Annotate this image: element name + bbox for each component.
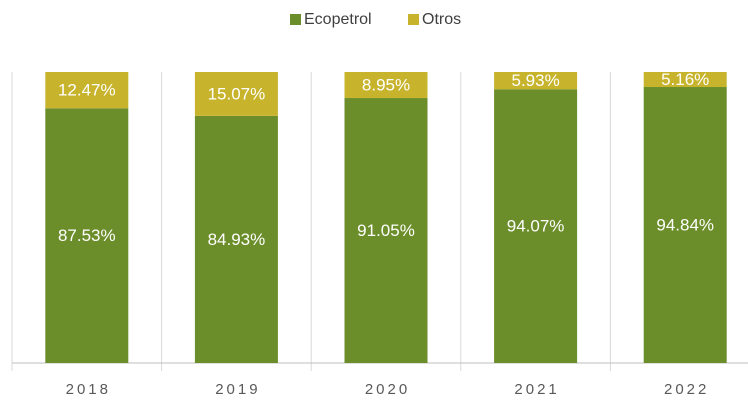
legend-swatch	[290, 14, 301, 25]
bar-segment	[494, 72, 578, 90]
bar-segment	[494, 89, 578, 364]
bar-segment	[45, 108, 129, 364]
data-label: 94.07%	[507, 217, 565, 236]
data-label: 91.05%	[357, 221, 415, 240]
data-label: 15.07%	[208, 84, 266, 103]
data-label: 8.95%	[362, 76, 410, 95]
data-label: 5.93%	[511, 71, 559, 90]
data-label: 87.53%	[58, 226, 116, 245]
data-label: 94.84%	[656, 215, 714, 234]
legend-label: Otros	[422, 11, 461, 28]
x-tick-label: 2021	[514, 381, 559, 398]
legend-swatch	[408, 14, 419, 25]
bar-segment	[643, 72, 727, 88]
data-label: 5.16%	[661, 70, 709, 89]
bar-segment	[344, 72, 428, 99]
x-tick-label: 2020	[365, 381, 410, 398]
bar-segment	[45, 72, 129, 109]
x-tick-label: 2022	[664, 381, 709, 398]
x-tick-label: 2018	[66, 381, 111, 398]
bar-segment	[344, 98, 428, 364]
bar-segment	[194, 115, 278, 363]
bar-segment	[194, 72, 278, 116]
x-tick-label: 2019	[215, 381, 260, 398]
data-label: 12.47%	[58, 81, 116, 100]
legend-label: Ecopetrol	[304, 11, 372, 28]
data-label: 84.93%	[208, 230, 266, 249]
bar-segment	[643, 87, 727, 364]
